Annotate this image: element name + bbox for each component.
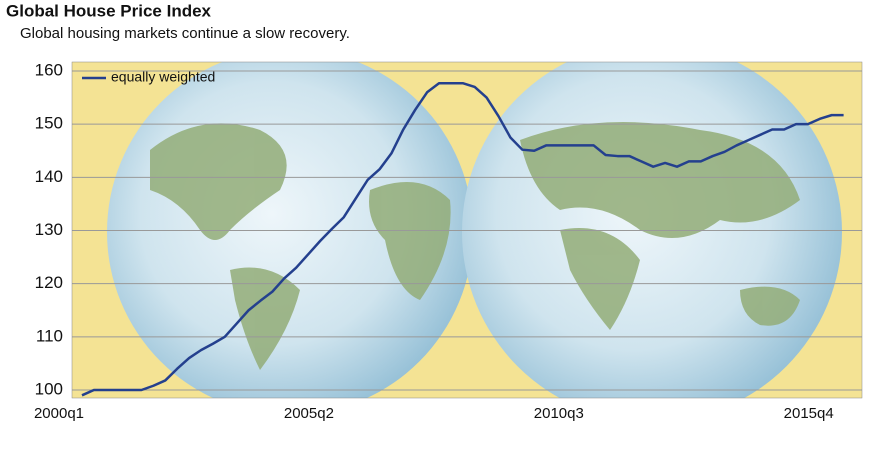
- x-tick-label: 2000q1: [34, 405, 84, 422]
- y-tick-label: 140: [35, 167, 63, 186]
- y-tick-label: 150: [35, 114, 63, 133]
- x-tick-label: 2015q4: [784, 405, 834, 422]
- chart-layer: 100 110 120 130 140 150 160 2000q1 2005q2 2010q3 2…: [34, 60, 862, 422]
- chart-subtitle: Global housing markets continue a slow r…: [20, 25, 350, 42]
- chart-title: Global House Price Index: [6, 1, 212, 20]
- y-tick-label: 160: [35, 60, 63, 79]
- x-tick-label: 2005q2: [284, 405, 334, 422]
- plot-frame: [71, 61, 863, 399]
- y-tick-label: 100: [35, 379, 63, 398]
- y-tick-label: 130: [35, 220, 63, 239]
- data-line: [81, 81, 844, 397]
- x-tick-label: 2010q3: [534, 405, 584, 422]
- y-tick-label: 110: [36, 326, 63, 345]
- legend-label: equally weighted: [111, 69, 215, 85]
- y-tick-label: 120: [35, 273, 63, 292]
